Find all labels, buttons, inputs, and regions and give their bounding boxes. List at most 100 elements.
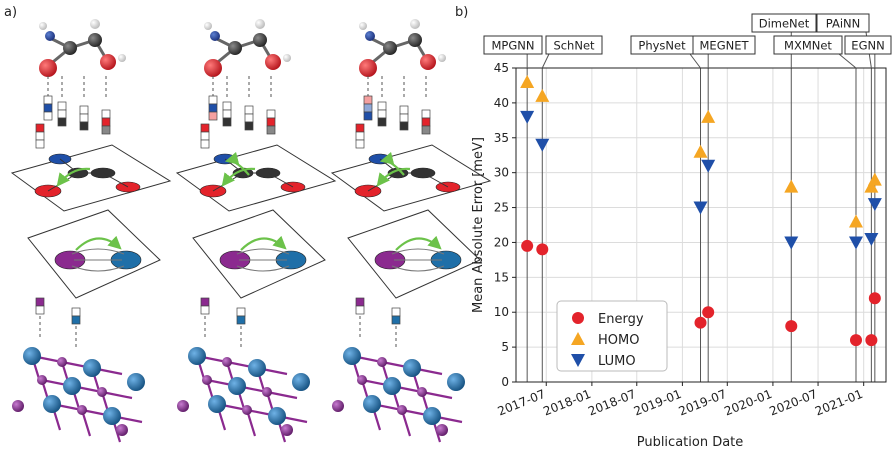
feature-vector xyxy=(35,139,45,149)
edge xyxy=(71,248,125,255)
point-lumo xyxy=(867,198,882,212)
point-energy xyxy=(521,239,534,252)
edge xyxy=(236,248,290,255)
message-arrow xyxy=(240,235,287,251)
lattice-atom xyxy=(383,377,401,395)
feature-vector xyxy=(57,101,67,111)
lattice-atom xyxy=(262,387,272,397)
model-label: PhysNet xyxy=(638,39,686,53)
x-tick-label: 2020-07 xyxy=(767,387,819,419)
lattice-atom xyxy=(423,407,441,425)
lattice-atom xyxy=(77,405,87,415)
y-tick-label: 45 xyxy=(494,61,509,75)
model-label-box xyxy=(773,35,843,55)
x-tick-label: 2017-07 xyxy=(496,387,548,419)
lattice-atom xyxy=(63,377,81,395)
hydrogen-atom xyxy=(204,22,212,30)
carbon-atom xyxy=(63,41,77,55)
feature-vector xyxy=(35,305,45,315)
edge xyxy=(391,248,445,255)
model-label: MPGNN xyxy=(492,39,535,53)
feature-vector xyxy=(200,123,210,133)
oxygen-atom xyxy=(420,54,436,70)
y-tick-label: 20 xyxy=(494,235,509,249)
point-homo xyxy=(701,109,716,123)
lattice-atom xyxy=(228,377,246,395)
lattice-plane xyxy=(27,209,161,299)
feature-vector xyxy=(208,103,218,113)
point-homo xyxy=(864,179,879,193)
carbon-atom xyxy=(88,33,102,47)
message-arrow xyxy=(395,235,442,251)
feature-vector xyxy=(363,95,373,105)
oxygen-atom xyxy=(100,54,116,70)
feature-vector xyxy=(208,95,218,105)
graph-plane xyxy=(175,144,337,212)
feature-vector xyxy=(200,305,210,315)
lattice-plane xyxy=(347,209,481,299)
hydrogen-atom xyxy=(438,54,446,62)
legend-box xyxy=(556,300,668,372)
lattice-atom xyxy=(343,347,361,365)
nitrogen-atom xyxy=(210,31,220,41)
hydrogen-atom xyxy=(359,22,367,30)
lattice-atom xyxy=(436,424,448,436)
lattice-atom xyxy=(397,405,407,415)
feature-vector xyxy=(236,315,246,325)
feature-vector xyxy=(363,103,373,113)
message-arrow xyxy=(75,235,122,251)
model-label-box xyxy=(545,35,603,55)
point-homo xyxy=(867,172,882,186)
feature-vector xyxy=(222,109,232,119)
hydrogen-atom xyxy=(283,54,291,62)
feature-vector xyxy=(355,131,365,141)
feature-vector xyxy=(421,109,431,119)
oxygen-atom xyxy=(265,54,281,70)
model-label-box xyxy=(844,35,892,55)
model-label-box xyxy=(816,13,870,33)
edge xyxy=(71,265,125,272)
lattice-atom xyxy=(363,395,381,413)
feature-vector xyxy=(391,315,401,325)
x-tick-label: 2021-01 xyxy=(813,387,865,419)
feature-vector xyxy=(208,111,218,121)
model-label-box xyxy=(751,13,817,33)
model-label: PAiNN xyxy=(826,17,860,31)
lattice-atom xyxy=(281,424,293,436)
hydrogen-atom xyxy=(90,19,100,29)
x-tick-label: 2018-01 xyxy=(541,387,593,419)
point-energy xyxy=(702,306,715,319)
feature-vector xyxy=(35,123,45,133)
feature-vector xyxy=(79,113,89,123)
lattice-atom xyxy=(417,387,427,397)
legend: Energy HOMO LUMO xyxy=(556,300,668,372)
point-lumo xyxy=(693,201,708,215)
feature-vector xyxy=(399,105,409,115)
lattice-atom xyxy=(357,375,367,385)
point-energy xyxy=(849,334,862,347)
point-homo xyxy=(520,74,535,88)
lattice-bond xyxy=(421,390,453,400)
graph-plane xyxy=(10,144,172,212)
feature-vector xyxy=(236,307,246,317)
lattice-bond xyxy=(101,390,133,400)
point-energy xyxy=(868,292,881,305)
feature-vector xyxy=(71,315,81,325)
lattice-plane xyxy=(192,209,326,299)
carbon-atom xyxy=(408,33,422,47)
lattice-atom xyxy=(103,407,121,425)
feature-vector xyxy=(222,101,232,111)
connector xyxy=(102,172,129,188)
feature-vector xyxy=(35,297,45,307)
point-homo xyxy=(535,88,550,102)
feature-vector xyxy=(244,113,254,123)
lattice-bond xyxy=(266,390,298,400)
message-arrow xyxy=(376,167,411,187)
feature-vector xyxy=(355,139,365,149)
model-label: MXMNet xyxy=(784,39,832,53)
feature-vector xyxy=(101,109,111,119)
point-homo xyxy=(693,144,708,158)
feature-vector xyxy=(43,111,53,121)
feature-vector xyxy=(421,117,431,127)
lattice-atom xyxy=(292,373,310,391)
